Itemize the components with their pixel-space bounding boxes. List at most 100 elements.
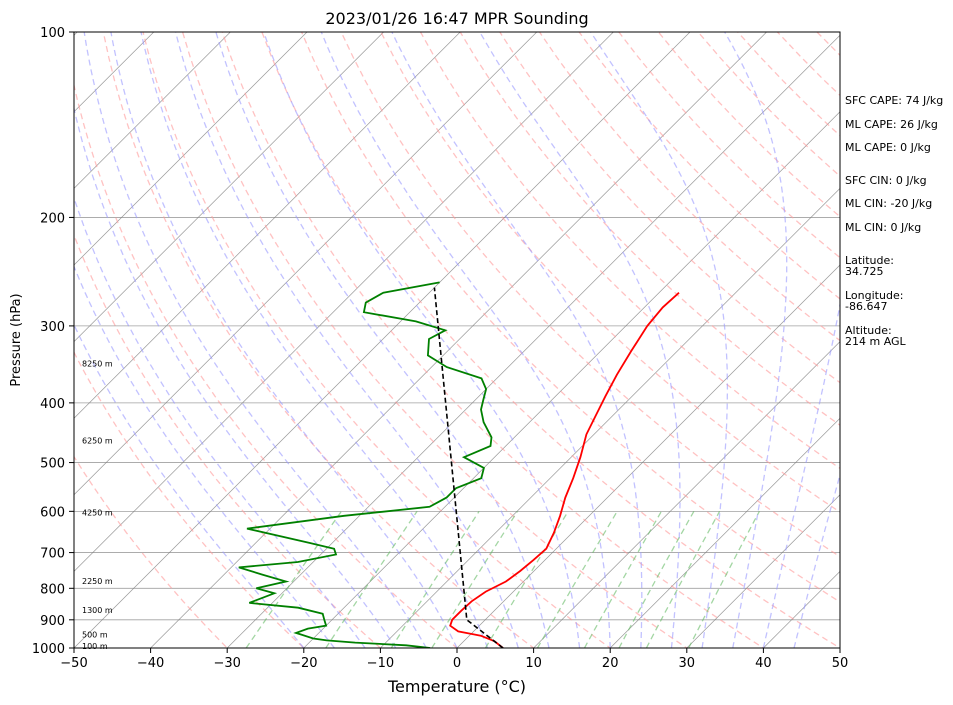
- isotherm-line: [686, 494, 840, 648]
- x-tick-label: −10: [367, 656, 394, 671]
- moist-adiabat-line: [74, 196, 366, 648]
- dry-adiabat-line: [419, 32, 840, 470]
- stat-longitude: Longitude: -86.647: [845, 289, 904, 313]
- isotherm-line: [533, 341, 840, 648]
- isotherm-line: [74, 32, 231, 189]
- x-tick-label: 50: [832, 656, 849, 671]
- mixing-ratio-line: [645, 510, 721, 648]
- moist-adiabat-line: [391, 32, 643, 648]
- x-tick-label: 0: [453, 656, 461, 671]
- moist-adiabat-line: [793, 472, 840, 648]
- mixing-ratio-line: [536, 510, 618, 648]
- x-axis-label: Temperature (°C): [387, 677, 526, 696]
- isotherm-line: [74, 32, 461, 419]
- mixing-ratio-line: [431, 510, 519, 648]
- series-line-0: [449, 292, 680, 648]
- mixing-ratio-line: [688, 510, 760, 648]
- dry-adiabat-line: [301, 32, 840, 603]
- dry-adiabat-line: [261, 32, 840, 648]
- isotherm-line: [609, 417, 840, 648]
- dry-adiabat-line: [221, 32, 765, 648]
- moist-adiabat-line: [263, 32, 581, 648]
- height-label: 6250 m: [82, 436, 113, 445]
- isotherm-line: [74, 32, 308, 266]
- stat-ml-cin: ML CIN: -20 J/kg: [845, 197, 933, 210]
- y-tick-label: 200: [40, 211, 65, 226]
- dry-adiabat-line: [74, 350, 305, 648]
- dry-adiabat-line: [142, 32, 612, 648]
- y-tick-label: 100: [40, 26, 65, 41]
- dry-adiabat-line: [181, 32, 688, 648]
- stat-ml-cin-2: ML CIN: 0 J/kg: [845, 221, 922, 234]
- y-tick-label: 1000: [32, 642, 65, 657]
- x-tick-label: −40: [137, 656, 164, 671]
- isotherm-line: [74, 32, 384, 343]
- dry-adiabat-line: [74, 82, 459, 648]
- height-label: 100 m: [82, 642, 108, 651]
- mixing-ratio-line: [390, 510, 480, 648]
- stat-ml-cape: ML CAPE: 26 J/kg: [845, 118, 938, 131]
- moist-adiabat-line: [74, 105, 397, 648]
- moist-adiabat-line: [174, 32, 519, 648]
- stat-ml-cape-2: ML CAPE: 0 J/kg: [845, 141, 931, 154]
- height-label: 1300 m: [82, 606, 113, 615]
- height-label: 8250 m: [82, 359, 113, 368]
- dry-adiabat-line: [380, 32, 840, 513]
- isotherm-line: [380, 187, 840, 648]
- dry-adiabat-line: [74, 455, 229, 648]
- isotherm-line: [226, 34, 840, 648]
- mixing-ratio-line: [245, 510, 342, 648]
- series-group: [238, 281, 680, 648]
- isotherm-line: [150, 32, 767, 648]
- mixing-ratio-line: [583, 510, 662, 648]
- isotherm-line: [0, 32, 1, 648]
- x-tick-label: 10: [525, 656, 542, 671]
- y-tick-label: 400: [40, 397, 65, 412]
- chart-title: 2023/01/26 16:47 MPR Sounding: [325, 9, 588, 28]
- mixing-ratio-line: [618, 510, 695, 648]
- height-labels: 100 m 500 m 1300 m 2250 m 4250 m 6250 m 8250 m: [82, 359, 113, 651]
- moist-adiabat-line: [215, 32, 550, 648]
- y-tick-label: 900: [40, 614, 65, 629]
- mixing-ratio-line: [325, 510, 418, 648]
- x-tick-label: 40: [755, 656, 772, 671]
- height-label: 2250 m: [82, 577, 113, 586]
- stat-altitude: Altitude: 214 m AGL: [845, 324, 906, 348]
- moist-adiabat-line: [762, 301, 840, 648]
- grid: [0, 32, 840, 648]
- height-label: 500 m: [82, 630, 108, 639]
- stat-latitude: Latitude: 34.725: [845, 254, 894, 278]
- isotherm-line: [74, 32, 691, 648]
- y-tick-label: 300: [40, 320, 65, 335]
- mixing-ratio-line: [484, 510, 569, 648]
- moist-adiabat-line: [110, 32, 458, 648]
- y-tick-label: 600: [40, 505, 65, 520]
- isotherm-line: [303, 111, 840, 648]
- y-tick-label: 500: [40, 457, 65, 472]
- dry-adiabat-line: [102, 32, 535, 648]
- x-tick-label: −20: [290, 656, 317, 671]
- moist-adiabat-line: [320, 32, 611, 648]
- moist-adiabat-line: [83, 32, 427, 648]
- series-line-1: [238, 281, 493, 648]
- moist-adiabat-line: [479, 32, 681, 648]
- moist-adiabat-line: [74, 264, 335, 648]
- x-tick-label: 30: [679, 656, 696, 671]
- stat-sfc-cape: SFC CAPE: 74 J/kg: [845, 94, 944, 107]
- isotherm-line: [74, 32, 538, 496]
- y-axis-label: Pressure (hPa): [9, 293, 24, 386]
- dry-adiabat-line: [459, 32, 840, 426]
- x-tick-label: −30: [213, 656, 240, 671]
- series-line-2: [433, 287, 504, 648]
- stat-sfc-cin: SFC CIN: 0 J/kg: [845, 174, 927, 187]
- axis-ticks: −50 −40 −30 −20 −10 0 10 20 30 40 50 100 200 300 400 50…: [32, 26, 848, 671]
- moist-adiabat-line: [590, 32, 729, 648]
- dry-adiabat-line: [340, 32, 840, 558]
- moist-adiabat-line: [724, 32, 788, 648]
- plot-background: [74, 32, 840, 648]
- height-label: 4250 m: [82, 509, 113, 518]
- dry-adiabat-line: [74, 233, 382, 648]
- x-tick-label: −50: [60, 656, 87, 671]
- dry-adiabat-line: [578, 32, 840, 300]
- y-tick-label: 800: [40, 582, 65, 597]
